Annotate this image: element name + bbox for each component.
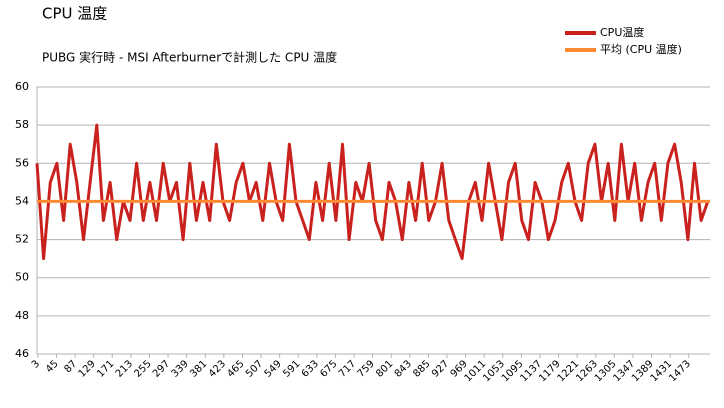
x-tick-label: 717 xyxy=(337,358,358,379)
y-tick-label: 60 xyxy=(15,80,29,93)
x-tick-label: 1473 xyxy=(667,358,693,384)
x-tick-label: 885 xyxy=(411,358,432,379)
x-tick-label: 213 xyxy=(114,358,135,379)
x-tick-label: 465 xyxy=(225,358,246,379)
x-tick-label: 591 xyxy=(281,358,302,379)
x-tick-label: 759 xyxy=(356,358,377,379)
chart-subtitle: PUBG 実行時 - MSI Afterburnerで計測した CPU 温度 xyxy=(42,50,337,65)
x-tick-label: 339 xyxy=(170,358,191,379)
y-tick-label: 46 xyxy=(15,347,29,360)
legend-label: CPU温度 xyxy=(600,25,644,39)
x-tick-label: 927 xyxy=(430,358,451,379)
x-tick-label: 843 xyxy=(393,358,414,379)
x-tick-label: 129 xyxy=(77,358,98,379)
y-tick-label: 54 xyxy=(15,194,29,207)
x-tick-label: 507 xyxy=(244,358,265,379)
y-tick-label: 58 xyxy=(15,118,29,131)
x-tick-label: 633 xyxy=(300,358,321,379)
x-tick-label: 171 xyxy=(95,358,116,379)
y-tick-label: 50 xyxy=(15,271,29,284)
y-tick-label: 52 xyxy=(15,233,29,246)
x-tick-label: 45 xyxy=(44,358,61,375)
x-tick-label: 423 xyxy=(207,358,228,379)
x-tick-label: 675 xyxy=(318,358,339,379)
x-tick-label: 801 xyxy=(374,358,395,379)
y-tick-label: 48 xyxy=(15,309,29,322)
chart-title: CPU 温度 xyxy=(42,5,107,23)
x-tick-label: 255 xyxy=(132,358,153,379)
series-line xyxy=(35,123,710,261)
y-tick-label: 56 xyxy=(15,156,29,169)
x-tick-label: 381 xyxy=(188,358,209,379)
x-tick-label: 3 xyxy=(30,358,42,370)
x-tick-label: 297 xyxy=(151,358,172,379)
legend-label: 平均 (CPU 温度) xyxy=(600,42,682,56)
x-tick-label: 549 xyxy=(263,358,284,379)
